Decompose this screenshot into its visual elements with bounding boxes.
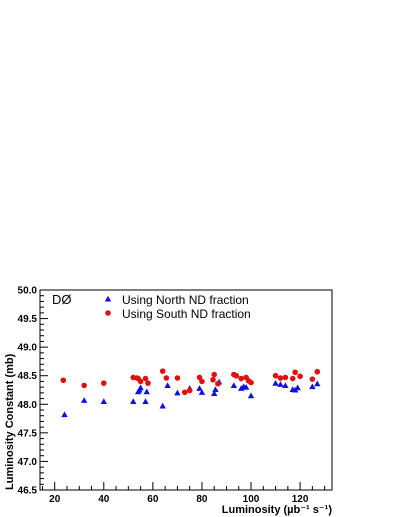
x-tick-label: 100 <box>243 494 260 505</box>
north-data-point <box>212 386 219 392</box>
y-tick-label: 50.0 <box>18 286 38 297</box>
north-data-point <box>130 398 137 404</box>
south-data-point <box>60 377 67 384</box>
legend-label-south: Using South ND fraction <box>122 307 251 321</box>
north-data-point <box>196 385 203 391</box>
y-axis-title: Luminosity Constant (mb) <box>4 353 16 490</box>
south-data-point <box>272 372 279 379</box>
south-data-point <box>297 373 303 380</box>
y-tick-label: 48.0 <box>18 400 38 411</box>
legend: Using North ND fraction Using South ND f… <box>104 293 251 321</box>
south-data-point <box>289 375 296 382</box>
plot-area-border <box>39 289 333 491</box>
y-tick-label: 47.0 <box>18 457 38 468</box>
south-data-point <box>163 375 170 381</box>
south-data-point <box>248 379 254 386</box>
north-data-point <box>294 384 301 391</box>
north-data-point <box>242 383 250 390</box>
north-data-point <box>61 411 68 418</box>
north-data-point <box>142 398 149 404</box>
south-data-point <box>233 372 240 379</box>
north-data-point <box>277 381 284 387</box>
south-data-point <box>282 374 289 381</box>
north-data-point <box>164 382 171 388</box>
south-data-point <box>186 387 193 394</box>
south-data-point <box>100 380 107 386</box>
plot-frame <box>39 289 333 491</box>
south-data-point <box>181 389 188 396</box>
south-data-point <box>292 369 298 376</box>
x-tick-label: 40 <box>98 494 110 505</box>
legend-marker-south <box>105 310 111 316</box>
south-data-point <box>199 378 205 385</box>
data-points <box>60 368 321 418</box>
x-tick-label: 80 <box>196 494 208 505</box>
north-data-point <box>247 392 255 399</box>
south-data-point <box>211 371 218 378</box>
north-data-point <box>80 397 88 403</box>
north-data-point <box>309 383 316 390</box>
y-tick-label: 49.0 <box>18 343 38 354</box>
legend-marker-north <box>104 295 112 302</box>
south-data-point <box>314 368 321 375</box>
south-data-point <box>309 376 316 382</box>
north-data-point <box>100 398 107 404</box>
south-data-point <box>81 382 87 389</box>
south-data-point <box>238 375 245 382</box>
y-tick-label: 47.5 <box>18 428 38 439</box>
south-data-point <box>145 380 151 386</box>
north-data-point <box>198 389 206 395</box>
north-data-point <box>174 389 181 396</box>
north-data-point <box>159 402 166 409</box>
y-tick-label: 46.5 <box>18 486 38 497</box>
south-data-point <box>137 378 144 385</box>
axis-ticks: 46.5 47.0 47.5 48.0 48.5 49.0 49.5 50.0 20 40 60 80… <box>18 286 326 505</box>
north-data-point <box>230 382 238 388</box>
experiment-label: DØ <box>52 292 72 307</box>
y-tick-label: 48.5 <box>18 371 38 382</box>
south-data-point <box>142 375 149 382</box>
south-data-point <box>215 380 221 387</box>
x-axis-title: Luminosity (µb⁻¹ s⁻¹) <box>222 504 333 516</box>
south-data-point <box>159 368 166 374</box>
x-tick-label: 120 <box>292 494 309 505</box>
x-tick-label: 20 <box>49 494 61 505</box>
south-data-point <box>277 375 284 381</box>
south-data-point <box>196 374 203 381</box>
north-data-point <box>314 380 321 387</box>
north-data-point <box>282 382 289 388</box>
x-tick-label: 60 <box>147 494 159 505</box>
north-data-point <box>211 390 218 396</box>
y-tick-label: 49.5 <box>18 314 38 325</box>
legend-label-north: Using North ND fraction <box>122 293 249 307</box>
south-data-point <box>210 376 216 383</box>
north-data-point <box>272 379 279 386</box>
north-data-point <box>143 388 150 395</box>
north-data-point <box>137 384 144 391</box>
south-data-point <box>174 375 181 381</box>
